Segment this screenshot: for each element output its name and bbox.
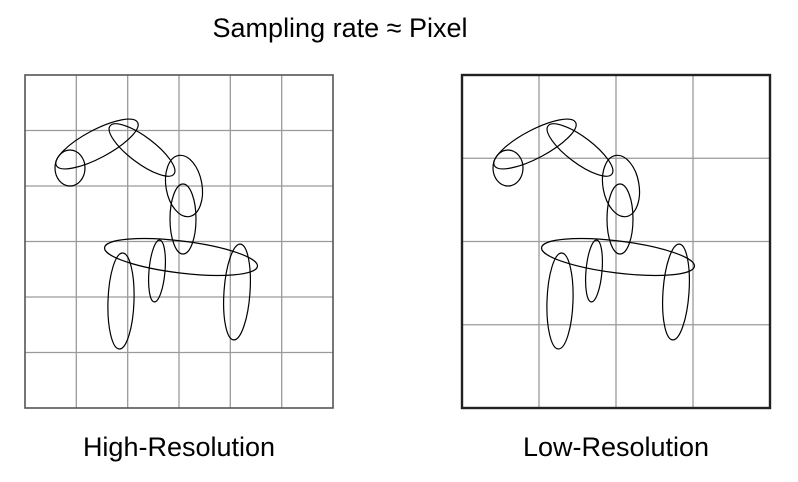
front-leg-ellipse <box>545 253 574 350</box>
neck-ellipse <box>488 110 582 178</box>
pixel-grid <box>462 75 770 408</box>
ellipse-stick-figure <box>50 110 260 349</box>
diagram-title: Sampling rate ≈ Pixel <box>0 8 680 48</box>
hip-ellipse <box>170 184 196 254</box>
torso-ellipse <box>540 232 697 283</box>
pixel-grid <box>25 75 333 408</box>
lower-body-ellipse <box>598 152 644 219</box>
high-resolution-panel <box>25 75 333 408</box>
inner-leg-ellipse <box>583 239 604 302</box>
high-resolution-caption: High-Resolution <box>25 427 333 467</box>
low-resolution-panel <box>462 75 770 408</box>
low-resolution-caption: Low-Resolution <box>462 427 770 467</box>
front-leg-ellipse <box>106 253 135 350</box>
hip-ellipse <box>607 184 633 254</box>
back-leg-ellipse <box>221 243 254 341</box>
inner-leg-ellipse <box>146 239 167 302</box>
ellipse-stick-figure <box>488 110 697 349</box>
neck-ellipse <box>50 110 144 178</box>
torso-ellipse <box>103 232 260 283</box>
back-leg-ellipse <box>660 243 693 341</box>
